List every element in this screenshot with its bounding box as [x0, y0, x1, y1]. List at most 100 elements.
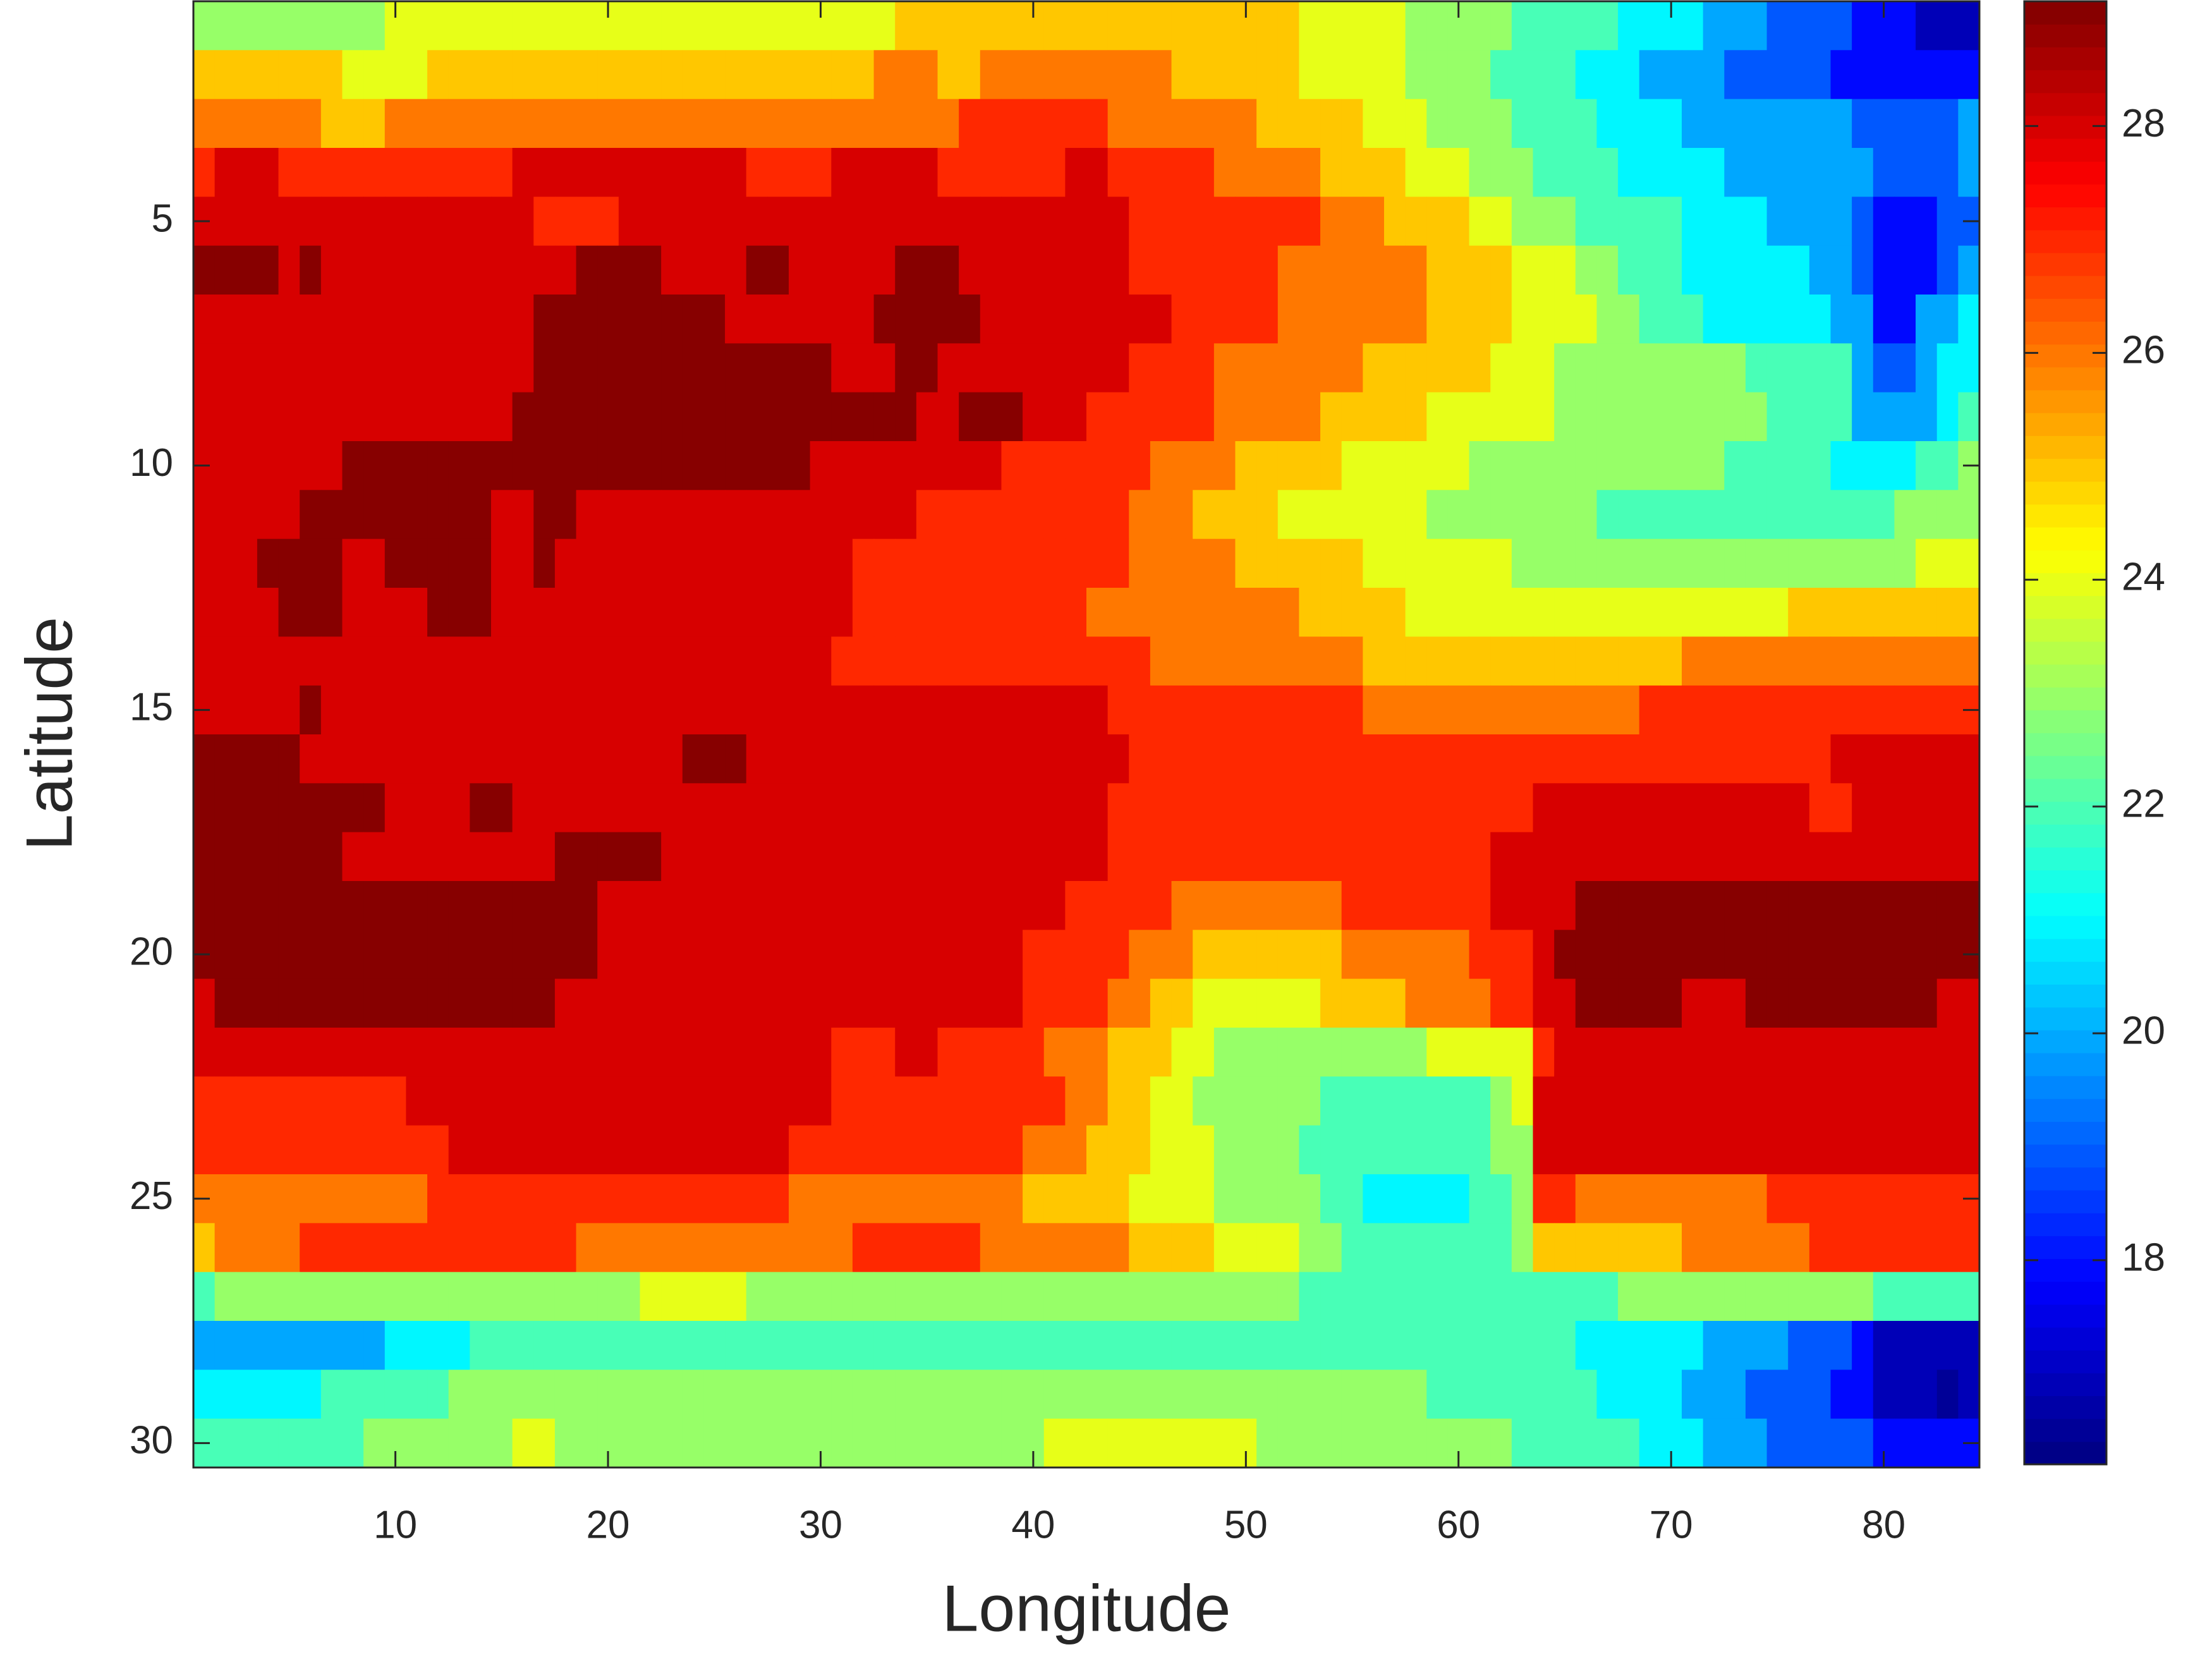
cell: [1171, 490, 1193, 540]
cell: [1958, 490, 1980, 540]
cell: [533, 783, 556, 833]
cell: [1150, 685, 1172, 735]
cell: [1043, 441, 1066, 490]
cell: [1936, 1028, 1959, 1077]
cell: [1256, 441, 1279, 490]
cell: [1384, 197, 1406, 246]
colorbar-swatch: [2024, 298, 2106, 322]
cell: [1852, 148, 1874, 197]
cell: [320, 1076, 343, 1126]
cell: [703, 197, 726, 246]
cell: [1554, 441, 1576, 490]
cell: [1575, 1076, 1598, 1126]
cell: [1596, 99, 1619, 149]
cell: [1171, 1028, 1193, 1077]
cell: [1277, 636, 1300, 686]
cell: [470, 295, 492, 344]
cell: [1724, 783, 1746, 833]
cell: [1682, 1174, 1704, 1224]
cell: [406, 1223, 428, 1273]
cell: [789, 1418, 811, 1468]
cell: [533, 1418, 556, 1468]
cell: [1511, 148, 1534, 197]
cell: [1554, 978, 1576, 1028]
cell: [491, 1028, 513, 1077]
cell: [810, 441, 832, 490]
cell: [1129, 978, 1151, 1028]
cell: [1958, 1125, 1980, 1175]
colorbar-swatch: [2024, 1007, 2106, 1031]
cell: [1852, 441, 1874, 490]
cell: [1086, 295, 1109, 344]
cell: [1703, 99, 1725, 149]
cell: [278, 392, 300, 442]
cell: [1384, 978, 1406, 1028]
cell: [1745, 1125, 1768, 1175]
cell: [1830, 1223, 1852, 1273]
cell: [1256, 245, 1279, 295]
cell: [1958, 392, 1980, 442]
cell: [320, 1370, 343, 1419]
cell: [342, 1125, 364, 1175]
cell: [1703, 538, 1725, 588]
cell: [852, 930, 875, 980]
cell: [257, 245, 279, 295]
cell: [576, 588, 598, 637]
cell: [767, 881, 789, 930]
cell: [214, 148, 236, 197]
cell: [1766, 99, 1789, 149]
cell: [618, 930, 641, 980]
cell: [873, 1, 896, 51]
cell: [1384, 490, 1406, 540]
cell: [1682, 343, 1704, 393]
cell: [1809, 1272, 1832, 1322]
cell: [959, 1174, 981, 1224]
cell: [1936, 685, 1959, 735]
colorbar-swatch: [2024, 550, 2106, 573]
cell: [427, 1125, 449, 1175]
cell: [554, 881, 577, 930]
cell: [980, 1418, 1002, 1468]
cell: [448, 1076, 470, 1126]
cell: [937, 50, 959, 100]
cell: [1447, 685, 1470, 735]
cell: [1086, 392, 1109, 442]
cell: [1958, 148, 1980, 197]
cell: [980, 1370, 1002, 1419]
cell: [831, 343, 853, 393]
cell: [1830, 1370, 1852, 1419]
cell: [1023, 148, 1045, 197]
cell: [1852, 930, 1874, 980]
cell: [193, 1370, 216, 1419]
cell: [1490, 343, 1512, 393]
cell: [1150, 1028, 1172, 1077]
cell: [512, 588, 534, 637]
cell: [767, 392, 789, 442]
cell: [1150, 1370, 1172, 1419]
cell: [1235, 197, 1257, 246]
colorbar-swatch: [2024, 252, 2106, 276]
cell: [342, 295, 364, 344]
cell: [1341, 1370, 1363, 1419]
cell: [789, 50, 811, 100]
cell: [895, 1223, 917, 1273]
cell: [1277, 881, 1300, 930]
cell: [1596, 490, 1619, 540]
cell: [1043, 978, 1066, 1028]
cell: [618, 343, 641, 393]
cell: [1596, 1, 1619, 51]
cell: [852, 441, 875, 490]
cell: [916, 1076, 939, 1126]
cell: [597, 685, 619, 735]
cell: [342, 1, 364, 51]
cell: [618, 197, 641, 246]
cell: [1745, 685, 1768, 735]
cell: [725, 392, 747, 442]
cell: [1511, 1125, 1534, 1175]
cell: [597, 881, 619, 930]
cell: [1043, 1, 1066, 51]
cell: [1618, 197, 1640, 246]
heatmap-cells: [193, 1, 1980, 1468]
cell: [661, 1370, 683, 1419]
